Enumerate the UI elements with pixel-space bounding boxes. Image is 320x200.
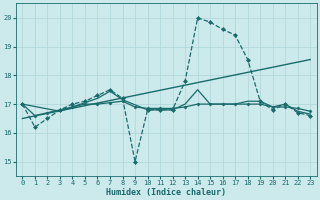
X-axis label: Humidex (Indice chaleur): Humidex (Indice chaleur) <box>106 188 226 197</box>
